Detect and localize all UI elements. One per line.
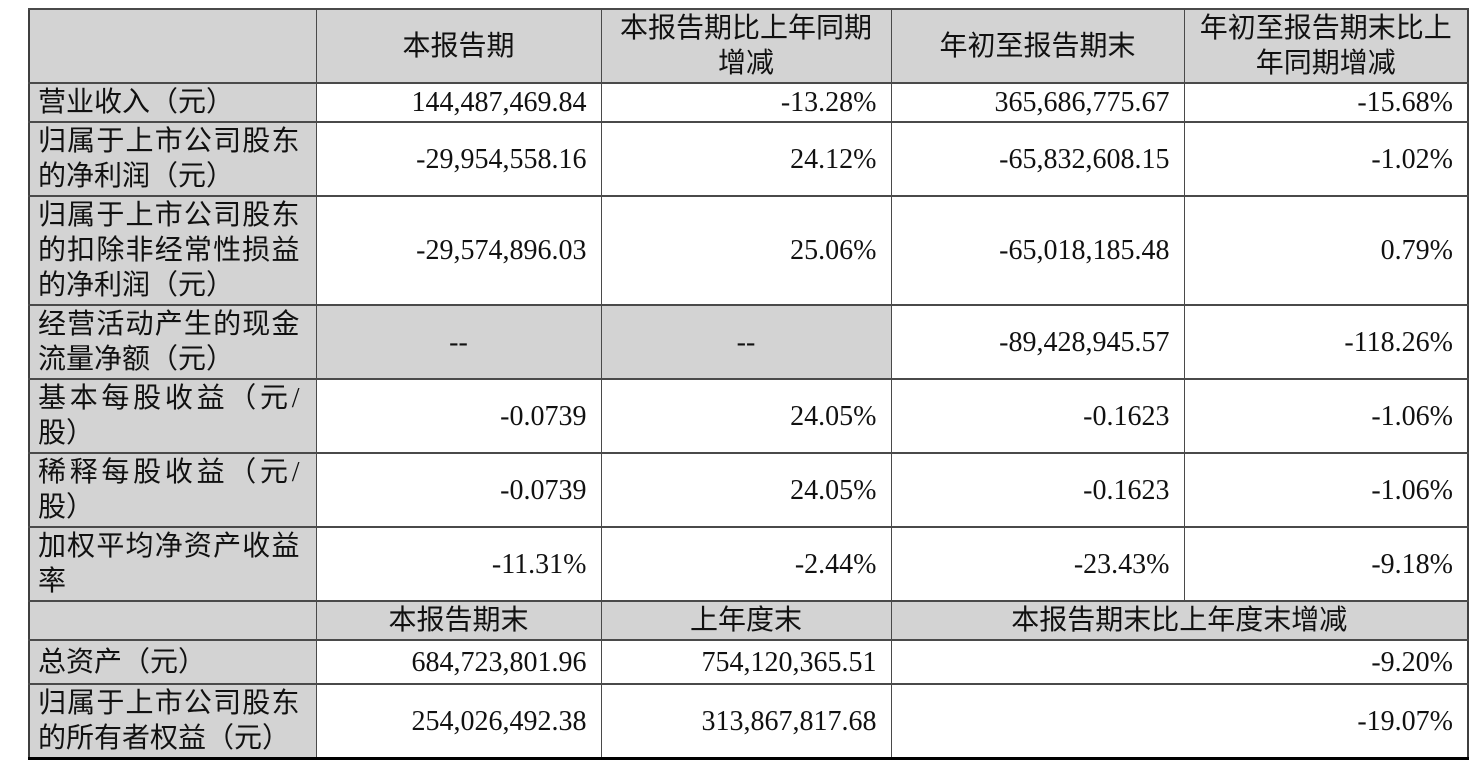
value-current-period-yoy: 24.05%: [600, 378, 892, 454]
value-change: -9.20%: [890, 639, 1469, 685]
value-current-period-yoy: 25.06%: [600, 195, 892, 306]
subheader-period-end: 本报告期末: [315, 600, 602, 641]
value-ytd-yoy: -9.18%: [1183, 526, 1469, 602]
value-ytd-yoy: -1.06%: [1183, 452, 1469, 528]
value-ytd: -0.1623: [890, 452, 1185, 528]
table-row-operating-cash-flow: 经营活动产生的现金流量净额（元） -- -- -89,428,945.57 -1…: [28, 304, 1469, 380]
table-row-net-profit: 归属于上市公司股东的净利润（元） -29,954,558.16 24.12% -…: [28, 121, 1469, 197]
row-label: 归属于上市公司股东的净利润（元）: [28, 121, 317, 197]
table-row-revenue: 营业收入（元） 144,487,469.84 -13.28% 365,686,7…: [28, 82, 1469, 123]
value-ytd: -65,832,608.15: [890, 121, 1185, 197]
value-ytd: -23.43%: [890, 526, 1185, 602]
header-current-period: 本报告期: [315, 8, 602, 84]
value-ytd: -0.1623: [890, 378, 1185, 454]
row-label: 经营活动产生的现金流量净额（元）: [28, 304, 317, 380]
value-ytd-yoy: -15.68%: [1183, 82, 1469, 123]
value-current-period-yoy: --: [600, 304, 892, 380]
value-ytd-yoy: 0.79%: [1183, 195, 1469, 306]
table-row-weighted-avg-roe: 加权平均净资产收益率 -11.31% -2.44% -23.43% -9.18%: [28, 526, 1469, 602]
value-ytd: -65,018,185.48: [890, 195, 1185, 306]
value-current-period: -0.0739: [315, 378, 602, 454]
table-row-basic-eps: 基本每股收益（元/股） -0.0739 24.05% -0.1623 -1.06…: [28, 378, 1469, 454]
value-period-end: 684,723,801.96: [315, 639, 602, 685]
value-prior-year-end: 754,120,365.51: [600, 639, 892, 685]
value-current-period-yoy: -2.44%: [600, 526, 892, 602]
table-row-equity: 归属于上市公司股东的所有者权益（元） 254,026,492.38 313,86…: [28, 683, 1469, 760]
header-corner-cell: [28, 8, 317, 84]
header-ytd-yoy: 年初至报告期末比上年同期增减: [1183, 8, 1469, 84]
value-ytd-yoy: -118.26%: [1183, 304, 1469, 380]
row-label: 归属于上市公司股东的所有者权益（元）: [28, 683, 317, 760]
value-change: -19.07%: [890, 683, 1469, 760]
table-row-diluted-eps: 稀释每股收益（元/股） -0.0739 24.05% -0.1623 -1.06…: [28, 452, 1469, 528]
value-current-period-yoy: -13.28%: [600, 82, 892, 123]
value-ytd: 365,686,775.67: [890, 82, 1185, 123]
table-subheader-row: 本报告期末 上年度末 本报告期末比上年度末增减: [28, 600, 1469, 641]
value-ytd-yoy: -1.06%: [1183, 378, 1469, 454]
value-current-period: -0.0739: [315, 452, 602, 528]
value-current-period-yoy: 24.05%: [600, 452, 892, 528]
row-label: 归属于上市公司股东的扣除非经常性损益的净利润（元）: [28, 195, 317, 306]
row-label: 营业收入（元）: [28, 82, 317, 123]
table-header-row: 本报告期 本报告期比上年同期增减 年初至报告期末 年初至报告期末比上年同期增减: [28, 8, 1469, 84]
value-period-end: 254,026,492.38: [315, 683, 602, 760]
subheader-prior-year-end: 上年度末: [600, 600, 892, 641]
row-label: 加权平均净资产收益率: [28, 526, 317, 602]
value-current-period: --: [315, 304, 602, 380]
subheader-corner-cell: [28, 600, 317, 641]
financial-summary-table: 本报告期 本报告期比上年同期增减 年初至报告期末 年初至报告期末比上年同期增减 …: [28, 8, 1469, 760]
value-current-period: -11.31%: [315, 526, 602, 602]
header-current-period-yoy: 本报告期比上年同期增减: [600, 8, 892, 84]
value-ytd-yoy: -1.02%: [1183, 121, 1469, 197]
row-label: 稀释每股收益（元/股）: [28, 452, 317, 528]
value-ytd: -89,428,945.57: [890, 304, 1185, 380]
table-row-total-assets: 总资产（元） 684,723,801.96 754,120,365.51 -9.…: [28, 639, 1469, 685]
subheader-period-end-vs-prior-year-end: 本报告期末比上年度末增减: [890, 600, 1469, 641]
value-current-period: -29,574,896.03: [315, 195, 602, 306]
value-current-period: 144,487,469.84: [315, 82, 602, 123]
value-current-period: -29,954,558.16: [315, 121, 602, 197]
table-row-net-profit-excl-nonrecurring: 归属于上市公司股东的扣除非经常性损益的净利润（元） -29,574,896.03…: [28, 195, 1469, 306]
row-label: 基本每股收益（元/股）: [28, 378, 317, 454]
value-prior-year-end: 313,867,817.68: [600, 683, 892, 760]
header-ytd: 年初至报告期末: [890, 8, 1185, 84]
row-label: 总资产（元）: [28, 639, 317, 685]
value-current-period-yoy: 24.12%: [600, 121, 892, 197]
